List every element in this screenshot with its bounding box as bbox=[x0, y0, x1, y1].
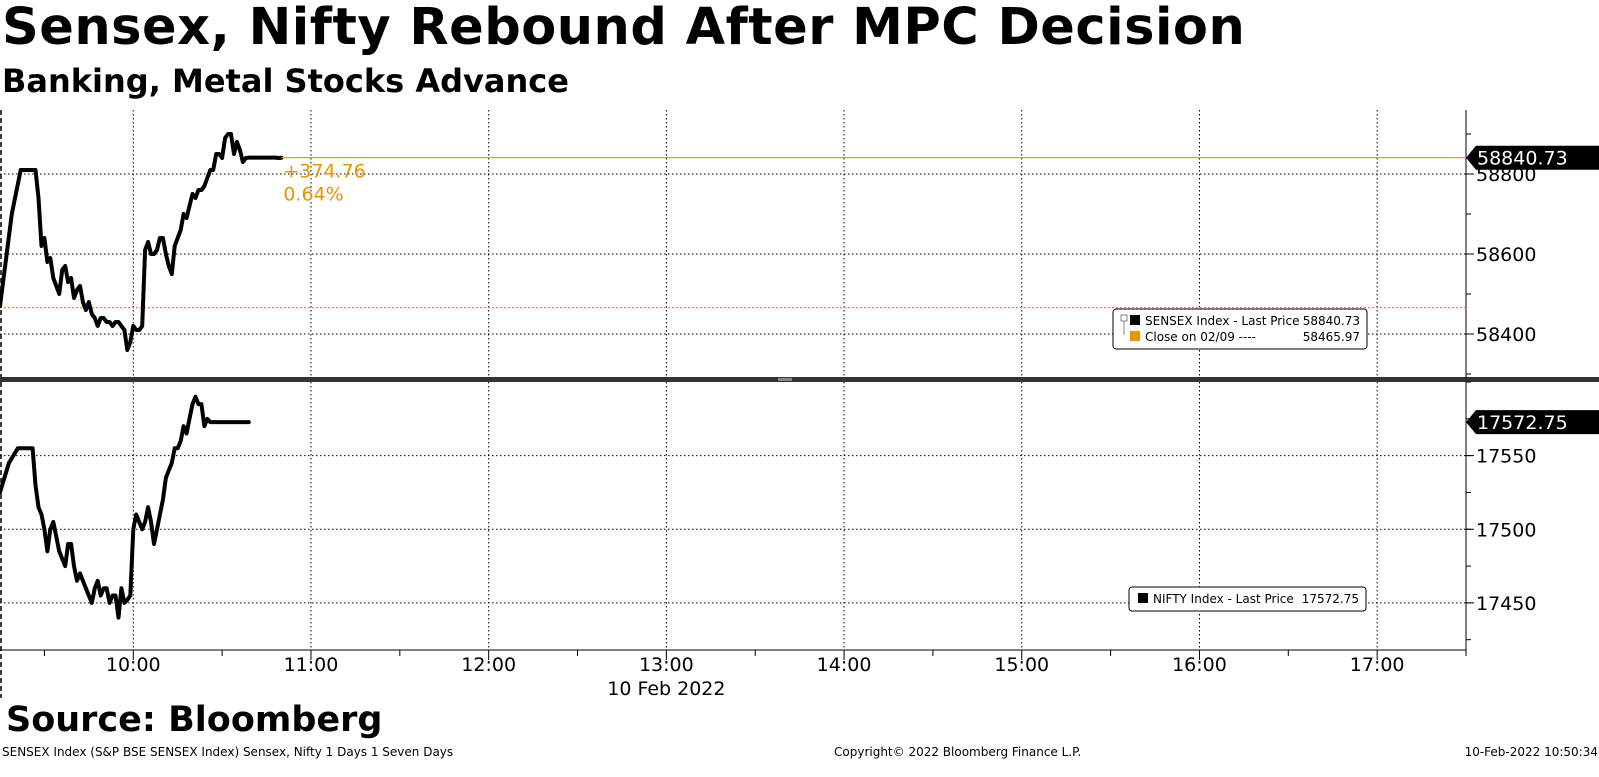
footer-timestamp: 10-Feb-2022 10:50:34 bbox=[1464, 745, 1598, 759]
footer-copyright: Copyright© 2022 Bloomberg Finance L.P. bbox=[834, 745, 1082, 759]
x-tick-label: 10:00 bbox=[106, 654, 161, 676]
legend-entry-name: Close on 02/09 ---- bbox=[1145, 330, 1256, 344]
legend-swatch bbox=[1130, 331, 1140, 341]
legend-entry-value: 58465.97 bbox=[1303, 330, 1360, 344]
x-tick-label: 13:00 bbox=[639, 654, 694, 676]
y-tick-label: 58400 bbox=[1476, 324, 1536, 346]
y-tick-label: 17500 bbox=[1476, 519, 1536, 541]
line-layer bbox=[0, 132, 1466, 620]
x-tick-label: 15:00 bbox=[994, 654, 1049, 676]
y-tick-label: 17550 bbox=[1476, 446, 1536, 468]
grid-layer bbox=[0, 110, 1599, 698]
change-percent-label: 0.64% bbox=[283, 184, 343, 206]
chart-title: Sensex, Nifty Rebound After MPC Decision bbox=[2, 0, 1246, 57]
legend-swatch bbox=[1130, 315, 1140, 325]
x-tick-label: 12:00 bbox=[461, 654, 516, 676]
last-price-tag bbox=[1466, 145, 1599, 170]
legend-entry-name: SENSEX Index - Last Price bbox=[1145, 314, 1300, 328]
x-tick-label: 14:00 bbox=[817, 654, 872, 676]
last-price-label: 58840.73 bbox=[1477, 148, 1568, 170]
panel-separator bbox=[0, 377, 1599, 382]
legend-entry-name: NIFTY Index - Last Price bbox=[1153, 592, 1294, 606]
series-line bbox=[0, 394, 251, 620]
source-label: Source: Bloomberg bbox=[6, 700, 383, 740]
last-price-label: 17572.75 bbox=[1477, 412, 1568, 434]
change-value-label: +374.76 bbox=[283, 161, 365, 183]
last-price-tag bbox=[1466, 410, 1599, 435]
legend-entry-value: 58840.73 bbox=[1303, 314, 1360, 328]
legend-box bbox=[1128, 586, 1367, 612]
label-layer: 10:00 11:00 12:00 13:00 14:00 15:00 16:00 17:00… bbox=[106, 145, 1599, 700]
panel-splitter-handle bbox=[778, 378, 792, 381]
chart-subtitle: Banking, Metal Stocks Advance bbox=[2, 62, 569, 100]
legend-box bbox=[1112, 308, 1368, 350]
legend-entry-value: 17572.75 bbox=[1302, 592, 1359, 606]
x-date-label: 10 Feb 2022 bbox=[607, 678, 725, 700]
y-tick-label: 58600 bbox=[1476, 244, 1536, 266]
x-tick-label: 11:00 bbox=[284, 654, 339, 676]
legend-swatch bbox=[1138, 593, 1148, 603]
series-line bbox=[0, 132, 284, 352]
x-tick-label: 16:00 bbox=[1172, 654, 1227, 676]
y-tick-label: 17450 bbox=[1476, 593, 1536, 615]
x-tick-label: 17:00 bbox=[1350, 654, 1405, 676]
footer-description: SENSEX Index (S&P BSE SENSEX Index) Sens… bbox=[2, 745, 454, 759]
